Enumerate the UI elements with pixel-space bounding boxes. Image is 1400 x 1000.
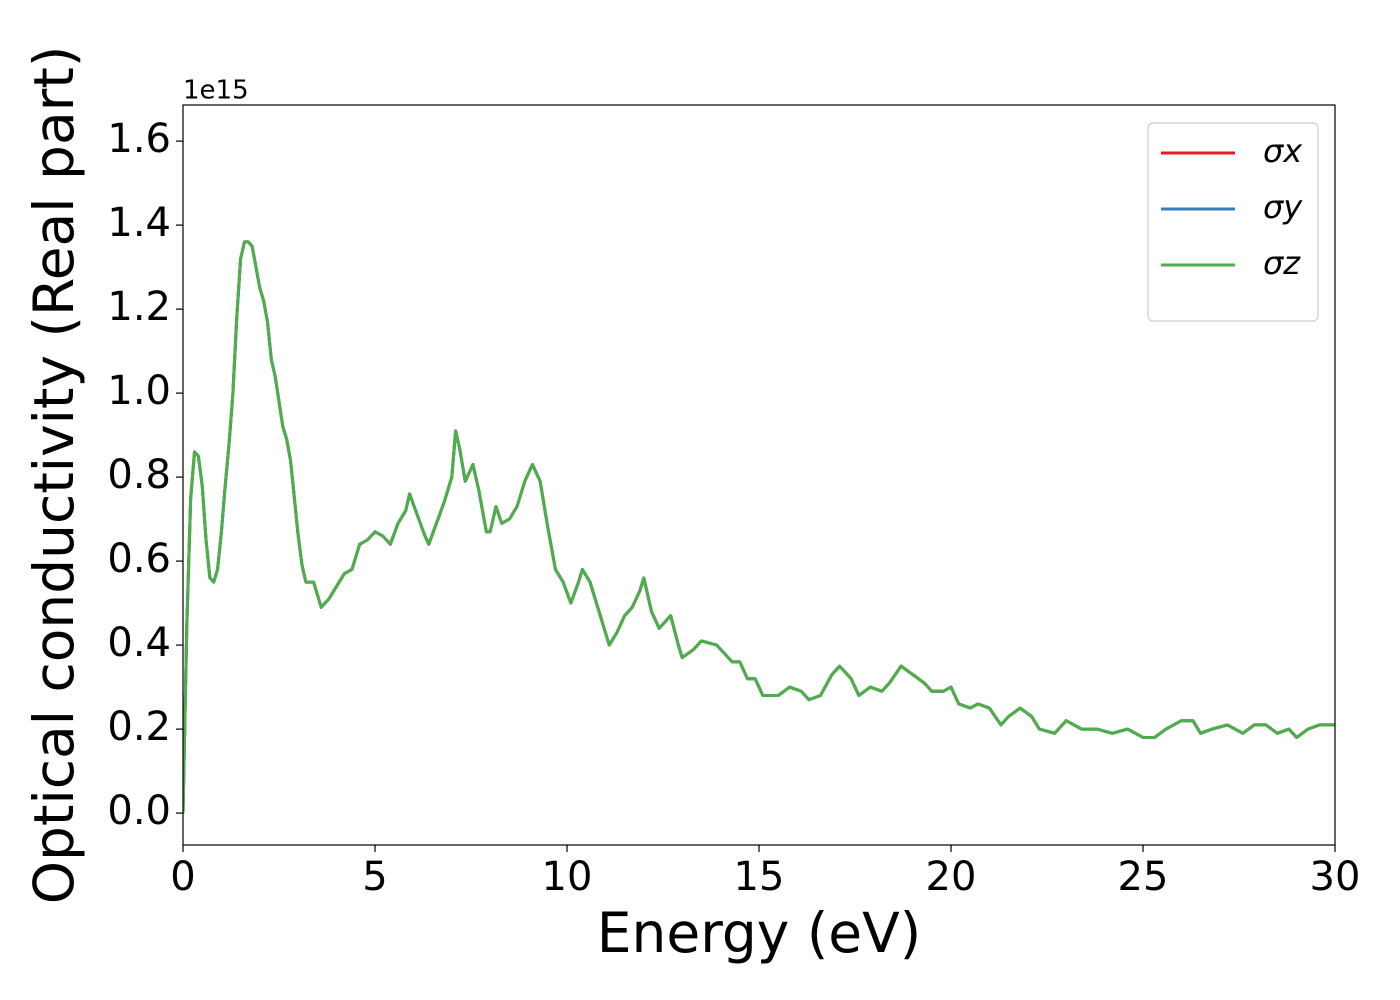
line-series: [183, 240, 1335, 814]
x-tick-label: 25: [1118, 854, 1169, 900]
y-tick-label: 1.2: [107, 284, 171, 330]
legend-label: σy: [1263, 188, 1303, 226]
x-tick-label: 5: [362, 854, 387, 900]
x-tick-label: 0: [170, 854, 195, 900]
y-tick-label: 1.4: [107, 200, 171, 246]
x-axis-label: Energy (eV): [597, 901, 921, 965]
line-series: [183, 240, 1335, 814]
y-tick-label: 1.6: [107, 116, 171, 162]
y-tick-label: 0.2: [107, 704, 171, 750]
x-tick-label: 20: [926, 854, 977, 900]
x-tick-label: 15: [734, 854, 785, 900]
y-tick-label: 0.8: [107, 452, 171, 498]
x-tick-label: 30: [1310, 854, 1361, 900]
y-tick-label: 0.6: [107, 536, 171, 582]
y-axis-label: Optical conductivity (Real part): [22, 46, 86, 905]
legend-label: σx: [1263, 132, 1303, 170]
y-tick-label: 0.0: [107, 788, 171, 834]
x-tick-label: 10: [542, 854, 593, 900]
y-tick-label: 0.4: [107, 620, 171, 666]
legend-label: σz: [1263, 244, 1301, 282]
legend-box: [1147, 122, 1319, 322]
offset-label: 1e15: [183, 76, 249, 106]
plot-frame: [182, 104, 1336, 846]
line-series: [183, 240, 1335, 814]
y-tick-label: 1.0: [107, 368, 171, 414]
